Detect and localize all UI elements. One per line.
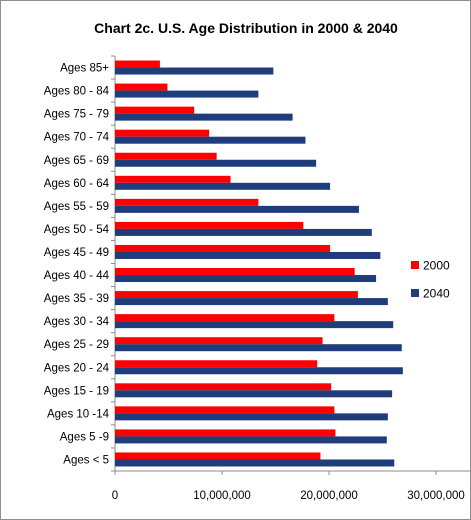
x-tick-label: 20,000,000 — [300, 490, 358, 502]
bar-2040 — [115, 182, 331, 190]
bar-2000 — [115, 291, 358, 299]
bar-2000 — [115, 337, 323, 345]
category-label: Ages 75 - 79 — [44, 109, 109, 121]
legend-swatch-2000 — [411, 261, 419, 269]
category-label: Ages 40 - 44 — [44, 270, 110, 282]
bar-2040 — [115, 90, 259, 98]
category-label: Ages 55 - 59 — [44, 201, 109, 213]
x-tick-label: 10,000,000 — [193, 490, 251, 502]
bar-2040 — [115, 67, 274, 75]
bar-2040 — [115, 390, 393, 398]
bar-2000 — [115, 360, 318, 368]
bar-2040 — [115, 113, 293, 121]
category-label: Ages 30 - 34 — [44, 316, 110, 328]
category-label: Ages 25 - 29 — [44, 339, 109, 351]
chart-title: Chart 2c. U.S. Age Distribution in 2000 … — [94, 20, 398, 36]
bar-2000 — [115, 406, 335, 414]
legend-label-2000: 2000 — [423, 259, 450, 273]
category-label: Ages 35 - 39 — [44, 293, 109, 305]
bar-2000 — [115, 106, 195, 114]
legend-label-2040: 2040 — [423, 287, 450, 301]
category-label: Ages 80 - 84 — [44, 86, 110, 98]
category-label: Ages 65 - 69 — [44, 155, 109, 167]
bar-2000 — [115, 244, 331, 252]
category-label: Ages 45 - 49 — [44, 247, 109, 259]
bar-2040 — [115, 436, 387, 444]
legend: 2000 2040 — [411, 259, 450, 301]
bar-2040 — [115, 367, 403, 375]
bar-2040 — [115, 136, 306, 144]
bar-2000 — [115, 60, 160, 68]
category-label: Ages 5 -9 — [60, 431, 109, 443]
category-label: Ages 50 - 54 — [44, 224, 110, 236]
plot-area: Ages < 5 Ages 5 -9 Ages 10 -14 Ages 15 - 19… — [44, 55, 471, 502]
bar-2000 — [115, 83, 168, 91]
bar-2000 — [115, 452, 321, 460]
category-label: Ages < 5 — [63, 454, 109, 466]
bar-2000 — [115, 221, 304, 229]
category-label: Ages 60 - 64 — [44, 178, 110, 190]
bar-2000 — [115, 198, 259, 206]
bar-2000 — [115, 383, 332, 391]
bar-2000 — [115, 268, 355, 276]
x-tick-label: 30,000,000 — [407, 490, 465, 502]
bar-2040 — [115, 251, 381, 259]
x-tick-label: 0 — [112, 490, 118, 502]
bar-2040 — [115, 298, 388, 306]
bar-2000 — [115, 129, 210, 137]
category-label: Ages 85+ — [60, 63, 109, 75]
bar-2040 — [115, 459, 395, 467]
bar-2040 — [115, 321, 394, 329]
category-label: Ages 20 - 24 — [44, 362, 110, 374]
bar-2040 — [115, 159, 317, 167]
bar-2040 — [115, 205, 359, 213]
bar-2040 — [115, 275, 377, 283]
bar-2000 — [115, 175, 231, 183]
category-label: Ages 10 -14 — [47, 408, 110, 420]
bar-2000 — [115, 429, 336, 437]
bar-2000 — [115, 152, 217, 160]
bar-2000 — [115, 314, 335, 322]
category-label: Ages 70 - 74 — [44, 132, 110, 144]
legend-swatch-2040 — [411, 289, 419, 297]
bar-2040 — [115, 228, 372, 236]
bar-2040 — [115, 344, 402, 352]
category-label: Ages 15 - 19 — [44, 385, 109, 397]
bar-2040 — [115, 413, 388, 421]
